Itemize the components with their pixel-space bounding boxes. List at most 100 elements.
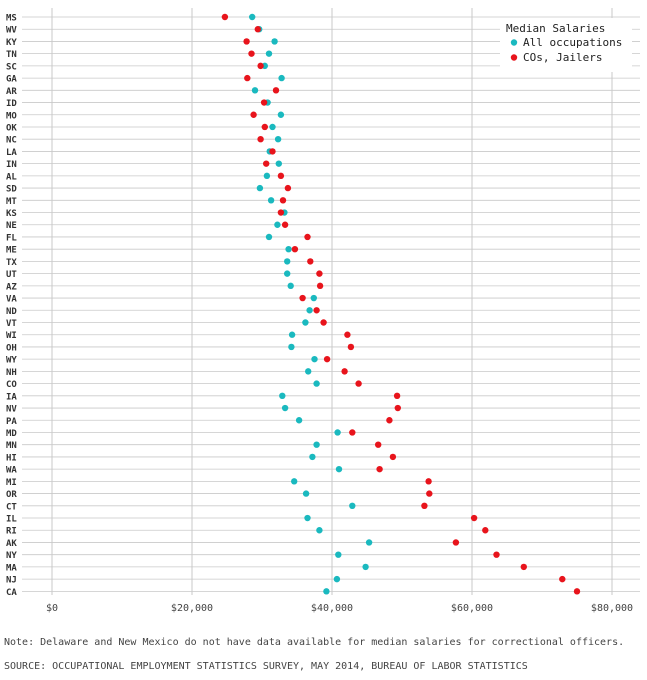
dot-cos-jailers bbox=[257, 62, 264, 70]
state-label: NC bbox=[6, 136, 17, 146]
dot-all-occupations bbox=[269, 123, 276, 131]
dot-all-occupations bbox=[291, 478, 298, 485]
state-label: NE bbox=[6, 221, 17, 231]
state-label: ME bbox=[6, 246, 17, 256]
dot-cos-jailers bbox=[299, 294, 306, 302]
x-tick-label: $40,000 bbox=[311, 603, 353, 614]
dot-cos-jailers bbox=[250, 111, 257, 118]
dot-cos-jailers bbox=[389, 453, 397, 461]
dot-cos-jailers bbox=[272, 87, 280, 94]
dot-cos-jailers bbox=[260, 99, 268, 106]
state-label: AZ bbox=[6, 282, 17, 292]
state-label: OK bbox=[6, 123, 17, 133]
dot-all-occupations bbox=[313, 380, 320, 387]
state-label: OH bbox=[6, 343, 17, 353]
dot-cos-jailers bbox=[375, 441, 382, 448]
dot-all-occupations bbox=[335, 551, 342, 558]
state-label: MT bbox=[6, 197, 17, 207]
dot-cos-jailers bbox=[277, 209, 285, 216]
state-label: IL bbox=[6, 515, 17, 525]
dot-cos-jailers bbox=[425, 478, 432, 485]
dot-cos-jailers bbox=[344, 331, 351, 338]
x-tick-label: $80,000 bbox=[591, 603, 633, 614]
dot-cos-jailers bbox=[470, 514, 478, 522]
x-tick-label: $0 bbox=[46, 603, 58, 614]
dot-all-occupations bbox=[274, 136, 282, 143]
dot-cos-jailers bbox=[281, 221, 289, 228]
dot-cos-jailers bbox=[316, 282, 324, 290]
dot-cos-jailers bbox=[221, 13, 229, 21]
state-label: HI bbox=[6, 453, 17, 463]
state-label: RI bbox=[6, 527, 17, 537]
state-label: WA bbox=[6, 466, 17, 476]
state-label: ID bbox=[6, 99, 17, 109]
dot-all-occupations bbox=[306, 307, 313, 314]
dot-cos-jailers bbox=[243, 38, 250, 45]
dot-all-occupations bbox=[333, 575, 341, 583]
dot-cos-jailers bbox=[307, 258, 314, 265]
dot-all-occupations bbox=[263, 172, 271, 180]
state-label: GA bbox=[6, 75, 17, 85]
dot-cos-jailers bbox=[323, 355, 331, 363]
dot-all-occupations bbox=[274, 221, 281, 228]
state-label: TN bbox=[6, 50, 17, 60]
state-label: TX bbox=[6, 258, 17, 268]
dot-cos-jailers bbox=[493, 551, 500, 558]
dot-all-occupations bbox=[365, 539, 373, 546]
dot-all-occupations bbox=[249, 13, 256, 21]
dot-all-occupations bbox=[295, 417, 303, 424]
dot-cos-jailers bbox=[349, 429, 356, 436]
state-label: WI bbox=[6, 331, 17, 341]
dot-all-occupations bbox=[267, 197, 275, 204]
vertical-gridlines bbox=[51, 8, 613, 595]
source-credit: SOURCE: OCCUPATIONAL EMPLOYMENT STATISTI… bbox=[4, 661, 528, 672]
dot-all-occupations bbox=[334, 429, 341, 436]
dot-all-occupations bbox=[349, 502, 356, 509]
state-label: WV bbox=[6, 26, 17, 36]
dot-cos-jailers bbox=[248, 50, 255, 57]
dot-cos-jailers bbox=[316, 270, 323, 277]
dot-cos-jailers bbox=[393, 392, 401, 400]
state-label: NJ bbox=[6, 576, 17, 586]
dot-cos-jailers bbox=[376, 465, 383, 473]
dot-cos-jailers bbox=[254, 26, 261, 33]
state-label: VA bbox=[6, 295, 17, 305]
dot-all-occupations bbox=[284, 258, 291, 265]
dot-all-occupations bbox=[302, 490, 310, 497]
legend-marker-all-occupations bbox=[510, 39, 518, 46]
dot-all-occupations bbox=[305, 368, 312, 375]
legend-entry-label: COs, Jailers bbox=[523, 51, 602, 64]
state-label: AL bbox=[6, 172, 17, 182]
dot-all-occupations bbox=[281, 404, 289, 412]
dot-cos-jailers bbox=[284, 184, 292, 192]
state-label: LA bbox=[6, 148, 17, 158]
dot-cos-jailers bbox=[394, 404, 401, 412]
dot-all-occupations bbox=[278, 74, 285, 82]
dot-all-occupations bbox=[309, 453, 316, 461]
footnote: Note: Delaware and New Mexico do not hav… bbox=[4, 637, 625, 648]
state-label: WY bbox=[6, 356, 17, 366]
dot-all-occupations bbox=[265, 233, 273, 241]
dot-all-occupations bbox=[251, 87, 259, 94]
dot-cos-jailers bbox=[386, 417, 393, 424]
x-axis-tick-labels: $0 $20,000 $40,000 $60,000 $80,000 bbox=[46, 603, 633, 614]
state-label: SC bbox=[6, 62, 17, 72]
dot-cos-jailers bbox=[277, 172, 285, 180]
state-label: PA bbox=[6, 417, 17, 427]
state-label: NH bbox=[6, 368, 17, 378]
state-label: MS bbox=[6, 14, 17, 24]
state-label: UT bbox=[6, 270, 17, 280]
state-label: FL bbox=[6, 233, 17, 243]
dot-cos-jailers bbox=[244, 74, 251, 82]
dot-cos-jailers bbox=[559, 575, 566, 583]
state-label: IA bbox=[6, 392, 17, 402]
dot-all-occupations bbox=[302, 319, 309, 326]
state-label: AK bbox=[6, 539, 17, 549]
dot-cos-jailers bbox=[347, 343, 355, 351]
dot-cos-jailers bbox=[320, 319, 327, 326]
dot-all-occupations bbox=[313, 441, 320, 448]
x-tick-label: $60,000 bbox=[451, 603, 493, 614]
dot-all-occupations bbox=[279, 392, 286, 400]
